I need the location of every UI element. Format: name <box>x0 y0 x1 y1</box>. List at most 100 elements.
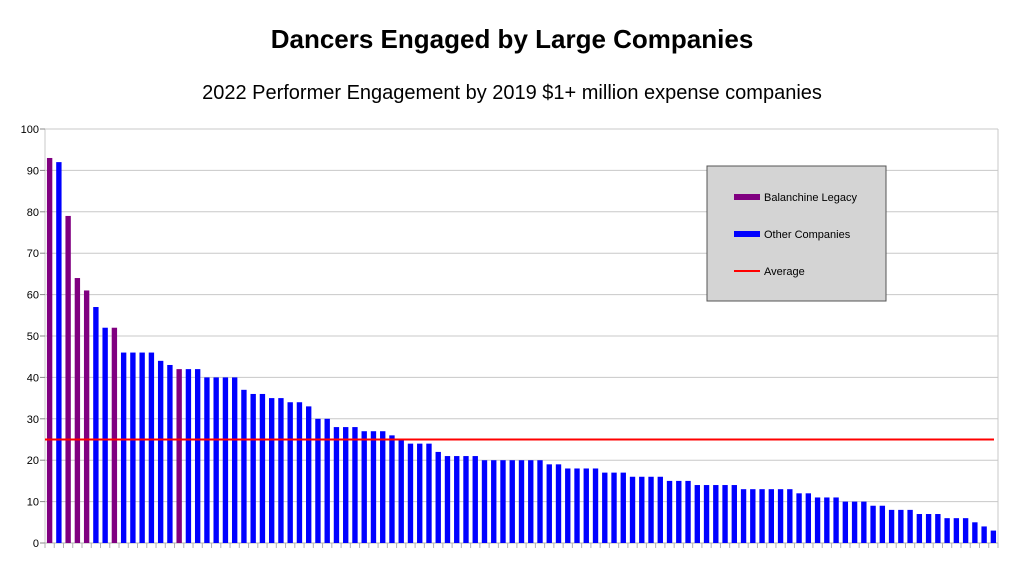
bar <box>666 480 673 543</box>
bar <box>944 518 950 543</box>
bar <box>148 352 155 543</box>
bar <box>870 505 876 543</box>
bar <box>65 215 71 543</box>
bar <box>444 456 451 543</box>
bar <box>287 402 293 543</box>
bar <box>269 398 275 543</box>
bar <box>916 514 923 543</box>
bar <box>194 369 201 543</box>
bar <box>750 489 756 543</box>
bar <box>898 509 904 543</box>
bar <box>639 476 645 543</box>
bar <box>703 485 710 543</box>
bar <box>93 307 99 543</box>
bar <box>787 489 793 543</box>
bar <box>398 439 404 543</box>
bar <box>574 468 580 543</box>
bar <box>842 501 849 543</box>
bar <box>102 327 108 543</box>
bar <box>176 369 182 543</box>
bar <box>241 389 247 543</box>
legend-swatch <box>734 194 760 200</box>
bar <box>56 162 62 543</box>
bar <box>185 369 192 543</box>
bar <box>130 352 136 543</box>
bar <box>333 427 340 543</box>
bar <box>777 489 784 543</box>
bar <box>546 464 552 543</box>
bar <box>352 427 358 543</box>
bar <box>407 443 414 543</box>
bar <box>380 431 386 543</box>
bar <box>851 501 858 543</box>
y-tick-label: 60 <box>27 290 39 302</box>
bar <box>343 427 349 543</box>
bar <box>676 480 682 543</box>
bar <box>629 476 636 543</box>
bar <box>259 393 266 543</box>
bar <box>278 398 284 543</box>
bar <box>296 402 303 543</box>
bar <box>370 431 377 543</box>
bar <box>694 485 700 543</box>
bar <box>74 278 81 543</box>
bar <box>722 485 728 543</box>
bar <box>454 456 460 543</box>
bar <box>935 514 941 543</box>
bar <box>250 393 256 543</box>
bar <box>713 485 719 543</box>
y-tick-label: 50 <box>27 331 39 343</box>
y-tick-label: 40 <box>27 372 39 384</box>
bar <box>555 464 562 543</box>
bar <box>361 431 367 543</box>
legend-label: Average <box>764 266 805 278</box>
bar <box>435 451 441 543</box>
bar <box>583 468 589 543</box>
bar <box>972 522 978 543</box>
bar <box>796 493 802 543</box>
y-tick-label: 30 <box>27 414 39 426</box>
bar <box>167 364 173 543</box>
bar <box>417 443 423 543</box>
bar <box>685 480 691 543</box>
bar <box>83 290 90 543</box>
bar <box>157 360 164 543</box>
y-tick-label: 80 <box>27 207 39 219</box>
bar <box>740 489 747 543</box>
x-axis-ticks <box>44 543 999 548</box>
bar <box>472 456 478 543</box>
bar <box>491 460 497 543</box>
bar <box>990 530 997 543</box>
bar <box>953 518 960 543</box>
bar <box>315 418 321 543</box>
bar <box>611 472 617 543</box>
bar <box>962 518 969 543</box>
bar <box>833 497 839 543</box>
bar <box>528 460 534 543</box>
bar <box>731 485 737 543</box>
bar <box>602 472 608 543</box>
bar <box>657 476 663 543</box>
bar <box>481 460 488 543</box>
bar <box>879 505 886 543</box>
y-axis-ticks: 0 10 20 30 40 50 60 70 80 90 100 <box>21 124 45 550</box>
bar <box>565 468 571 543</box>
legend: Balanchine Legacy Other Companies Average <box>706 165 887 302</box>
chart-subtitle: 2022 Performer Engagement by 2019 $1+ mi… <box>202 82 822 104</box>
bar <box>620 472 626 543</box>
bar <box>46 157 53 544</box>
legend-swatch <box>734 231 760 237</box>
bars <box>46 157 997 544</box>
bar <box>139 352 145 543</box>
bar <box>213 377 219 543</box>
bar <box>509 460 515 543</box>
y-tick-label: 20 <box>27 455 39 467</box>
y-tick-label: 90 <box>27 165 39 177</box>
bar <box>888 509 895 543</box>
y-tick-label: 10 <box>27 497 39 509</box>
bar <box>324 418 330 543</box>
bar <box>426 443 432 543</box>
bar <box>814 497 821 543</box>
bar <box>463 456 469 543</box>
